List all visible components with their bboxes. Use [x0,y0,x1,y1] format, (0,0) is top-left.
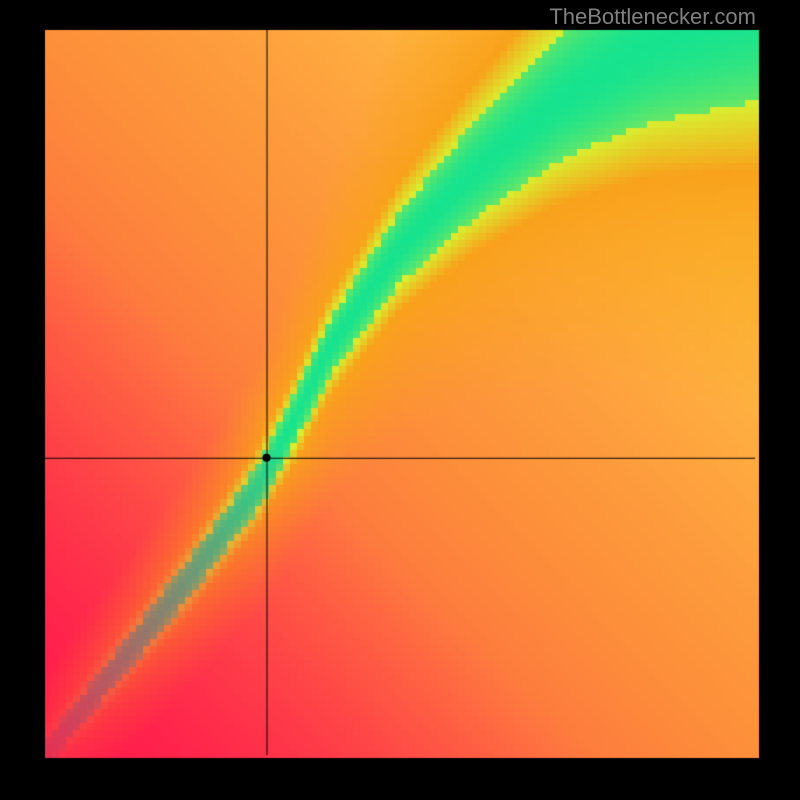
watermark-text: TheBottlenecker.com [549,4,756,30]
bottleneck-heatmap [0,0,800,800]
chart-container: TheBottlenecker.com [0,0,800,800]
